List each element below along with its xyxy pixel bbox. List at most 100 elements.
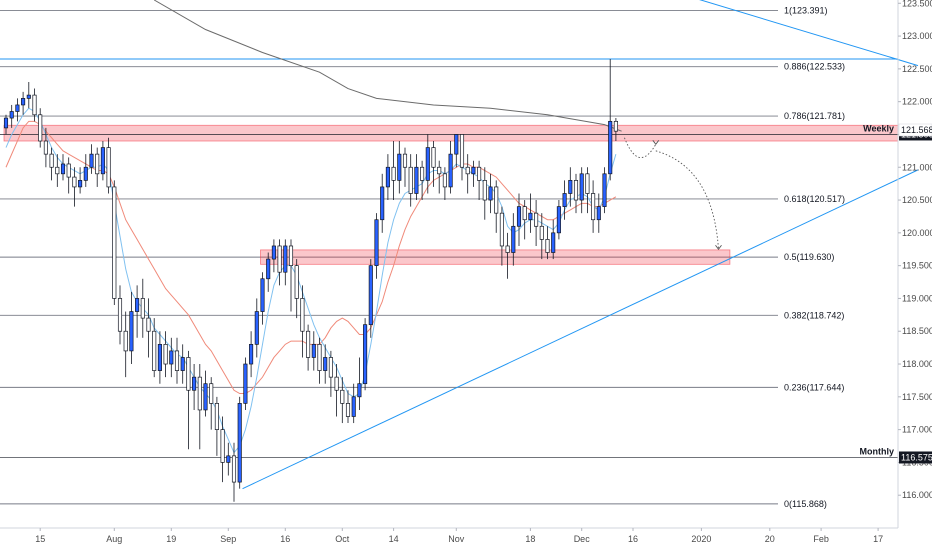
candle-body — [334, 376, 339, 391]
lines: Weekly Monthly — [0, 0, 919, 490]
x-tick-label: Oct — [335, 534, 350, 544]
weekly-zone — [3, 124, 899, 142]
candle-body — [129, 311, 134, 352]
x-tick-label: Nov — [448, 534, 465, 544]
fib-label: 0.382(118.742) — [784, 310, 844, 320]
candle-body — [66, 163, 71, 178]
candle-body — [266, 258, 271, 280]
candle-body — [26, 94, 31, 99]
x-tick-label: 16 — [280, 534, 290, 544]
candle-body — [545, 239, 550, 253]
price-badge — [898, 123, 932, 137]
time-axis: 15 Aug 19 Sep 16 Oct 14 Nov 18 Dec 16 2020 20 Feb 17 — [0, 527, 898, 544]
support-zone — [260, 249, 731, 265]
candle-body — [163, 343, 168, 365]
candle-body — [528, 212, 533, 221]
fib-label: 0.5(119.630) — [784, 252, 834, 262]
y-tick-label: 119.000 — [902, 293, 932, 303]
candle-body — [186, 357, 191, 391]
candle-body — [363, 324, 368, 385]
fib-label: 0.886(122.533) — [784, 62, 845, 72]
candle-body — [499, 212, 504, 247]
candle-body — [596, 206, 601, 221]
x-tick-label: 20 — [765, 534, 775, 544]
candle-body — [551, 232, 556, 253]
projection-arrow-1 — [624, 137, 657, 158]
candle-body — [169, 350, 174, 365]
candle-body — [38, 114, 43, 142]
x-tick-label: Aug — [106, 534, 122, 544]
candle-body — [55, 166, 60, 175]
candle-body — [135, 298, 140, 312]
candle-body — [374, 219, 379, 266]
y-tick-label: 119.500 — [902, 261, 932, 271]
candle-body — [368, 265, 373, 326]
y-tick-label: 116.000 — [902, 490, 932, 500]
candle-body — [414, 166, 419, 194]
fib-label: 0.786(121.781) — [784, 111, 845, 121]
candle-body — [437, 166, 442, 175]
candle-body — [539, 225, 544, 240]
rising-trendline — [242, 169, 919, 490]
candle-body — [140, 298, 145, 319]
candle-body — [112, 186, 117, 299]
y-tick-label: 123.500 — [902, 0, 932, 8]
candle-body — [488, 186, 493, 201]
candle-body — [283, 245, 288, 273]
candle-body — [591, 193, 596, 221]
candle-body — [214, 403, 219, 430]
candle-body — [21, 98, 26, 106]
candle-body — [249, 343, 254, 365]
candle-body — [328, 357, 333, 378]
candle-body — [123, 330, 128, 352]
x-tick-label: Feb — [813, 534, 829, 544]
candle-body — [613, 120, 618, 132]
fib-levels: 1(123.391) 0.886(122.533) 0.786(121.781) 0.… — [0, 5, 845, 509]
projection-arrow-1-head — [652, 140, 660, 146]
candle-body — [277, 245, 282, 273]
candle-body — [556, 206, 561, 234]
fib-label: 0(115.868) — [784, 499, 827, 509]
candle-body — [43, 140, 48, 155]
x-tick-label: 17 — [873, 534, 883, 544]
candle-body — [60, 163, 66, 175]
candle-body — [340, 389, 345, 404]
candle-body — [146, 317, 151, 332]
fib-label: 0.618(120.517) — [784, 194, 845, 204]
y-tick-label: 117.000 — [902, 425, 932, 435]
y-tick-label: 122.500 — [902, 64, 932, 74]
candle-body — [317, 343, 322, 371]
level-label: Weekly — [863, 123, 894, 133]
candle-body — [180, 357, 185, 371]
overlays — [624, 137, 722, 250]
candle-body — [192, 376, 197, 391]
candle-body — [380, 186, 385, 221]
candle-body — [95, 153, 100, 175]
x-tick-label: 18 — [525, 534, 535, 544]
candle-body — [454, 134, 459, 155]
level-label: Monthly — [860, 446, 895, 456]
candle-body — [203, 383, 208, 411]
candle-body — [231, 455, 237, 483]
candle-body — [117, 298, 123, 332]
candles — [3, 59, 618, 502]
candle-body — [391, 166, 396, 181]
candle-body — [448, 153, 453, 188]
candle-body — [357, 383, 362, 398]
candle-body — [89, 153, 94, 168]
candle-body — [579, 173, 584, 201]
candle-body — [106, 147, 111, 188]
projection-arrow-2-head — [715, 244, 722, 250]
candle-body — [534, 212, 539, 227]
x-tick-label: 19 — [166, 534, 176, 544]
candle-body — [562, 193, 567, 207]
level-badge — [899, 451, 932, 464]
candle-body — [516, 206, 522, 227]
candle-body — [608, 120, 613, 175]
projection-arrow-2 — [655, 150, 719, 250]
candle-body — [226, 455, 231, 463]
candle-body — [157, 343, 162, 371]
y-tick-label: 123.000 — [902, 31, 932, 41]
candle-body — [9, 111, 14, 119]
candle-body — [585, 173, 590, 194]
